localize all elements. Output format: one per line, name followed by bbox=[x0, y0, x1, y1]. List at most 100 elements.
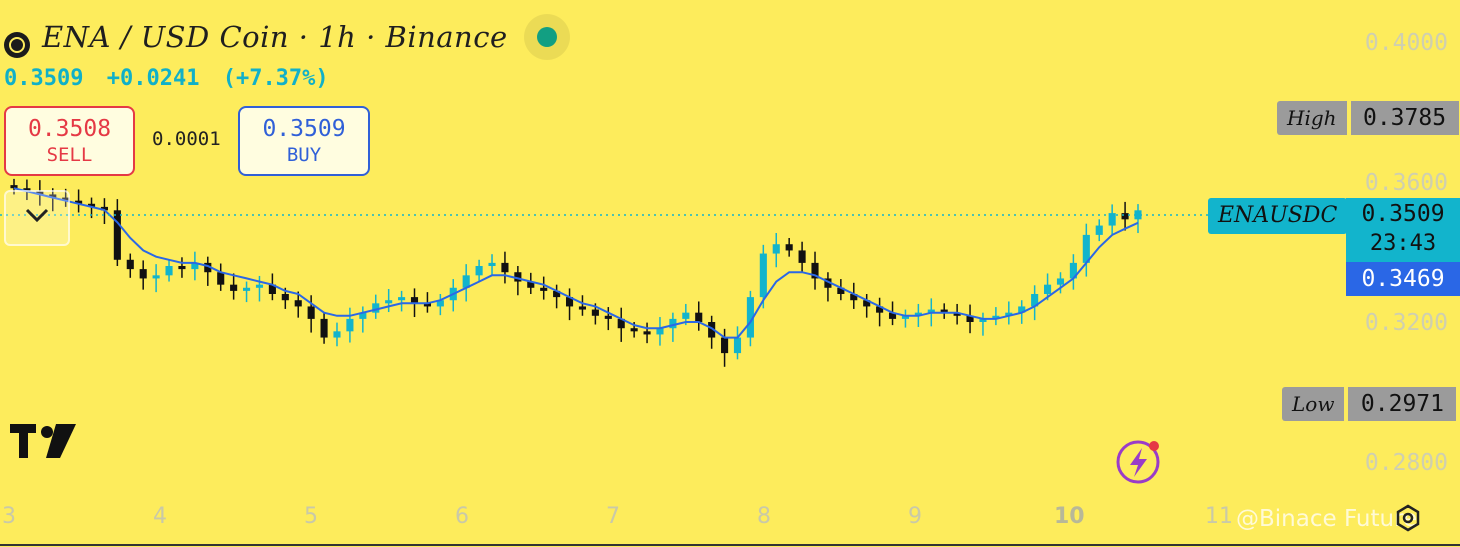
candle bbox=[824, 272, 832, 302]
candle-body bbox=[178, 266, 186, 270]
candle bbox=[992, 307, 1000, 326]
candle-body bbox=[682, 312, 690, 319]
low-value: 0.2971 bbox=[1348, 387, 1457, 421]
candle bbox=[126, 253, 134, 278]
candle-body bbox=[914, 312, 922, 316]
candle bbox=[940, 303, 948, 319]
candle bbox=[514, 266, 522, 296]
candle bbox=[565, 288, 574, 321]
candle-countdown: 23:43 bbox=[1369, 231, 1437, 256]
candle bbox=[1121, 201, 1129, 231]
candle bbox=[23, 179, 31, 201]
candle-body bbox=[333, 331, 341, 338]
candle bbox=[385, 289, 393, 313]
candle-body bbox=[242, 287, 251, 291]
candle-body bbox=[527, 281, 535, 288]
candle-body bbox=[953, 312, 961, 316]
candle-body bbox=[940, 309, 948, 313]
candle-body bbox=[837, 287, 845, 294]
candle bbox=[617, 307, 625, 342]
candle-body bbox=[165, 266, 173, 276]
candle bbox=[850, 282, 858, 309]
candle bbox=[139, 260, 147, 290]
candle bbox=[1134, 204, 1142, 234]
last-price-value: 0.3509 bbox=[1361, 201, 1445, 227]
y-tick-label: 0.2800 bbox=[1364, 450, 1448, 476]
candle bbox=[49, 188, 57, 212]
candle-body bbox=[927, 309, 935, 313]
candle-body bbox=[772, 244, 780, 254]
candle bbox=[772, 233, 780, 268]
collapse-button[interactable] bbox=[4, 190, 70, 246]
candle bbox=[242, 281, 251, 303]
candle-body bbox=[488, 262, 496, 266]
last-price: 0.3509 bbox=[4, 66, 84, 91]
candle bbox=[204, 256, 212, 286]
high-label: High bbox=[1277, 101, 1347, 135]
candle-body bbox=[798, 250, 806, 263]
candle bbox=[1108, 204, 1116, 235]
candle bbox=[979, 312, 987, 336]
candle-body bbox=[372, 303, 380, 313]
candle-body bbox=[850, 294, 858, 301]
lightning-icon[interactable] bbox=[1116, 438, 1164, 486]
candle bbox=[462, 264, 470, 302]
candle bbox=[785, 238, 793, 257]
candle-body bbox=[540, 287, 548, 291]
candle bbox=[436, 294, 444, 316]
candle bbox=[320, 312, 328, 344]
candle bbox=[656, 317, 664, 346]
candle-body bbox=[669, 318, 677, 329]
candle bbox=[643, 322, 651, 344]
candle bbox=[798, 241, 806, 272]
candle-body bbox=[721, 337, 729, 354]
sell-label: SELL bbox=[46, 144, 93, 166]
candle-body bbox=[514, 272, 522, 282]
candle bbox=[695, 301, 703, 331]
candle-body bbox=[423, 303, 431, 307]
x-tick-label: 5 bbox=[304, 504, 318, 529]
ma-value-box: 0.3469 bbox=[1346, 262, 1460, 296]
high-value: 0.3785 bbox=[1350, 101, 1459, 135]
candle bbox=[178, 257, 186, 278]
candle bbox=[113, 199, 121, 266]
candle-body bbox=[733, 337, 742, 354]
candle bbox=[217, 263, 225, 291]
candle-body bbox=[578, 306, 587, 310]
candle-body bbox=[992, 315, 1000, 319]
moving-average-line bbox=[13, 187, 1139, 339]
candle-body bbox=[746, 297, 754, 338]
symbol-title[interactable]: ENA / USD Coin · 1h · Binance bbox=[42, 20, 508, 54]
market-status-indicator[interactable] bbox=[523, 14, 570, 60]
y-tick-label: 0.4000 bbox=[1364, 30, 1448, 56]
candle bbox=[398, 290, 406, 312]
buy-button[interactable]: 0.3509 BUY bbox=[238, 106, 370, 176]
candle-body bbox=[10, 185, 18, 189]
candle bbox=[746, 290, 754, 347]
candle-body bbox=[1031, 294, 1039, 307]
sell-button[interactable]: 0.3508 SELL bbox=[4, 106, 135, 176]
candle-body bbox=[656, 328, 664, 335]
candle bbox=[268, 273, 276, 301]
candle-body bbox=[630, 328, 638, 332]
candle-body bbox=[553, 290, 561, 298]
tradingview-logo-icon bbox=[10, 424, 76, 458]
candle-body bbox=[320, 318, 328, 338]
spread-value: 0.0001 bbox=[152, 128, 221, 150]
candle-body bbox=[230, 284, 238, 291]
candle-body bbox=[255, 284, 264, 288]
candle bbox=[540, 276, 548, 300]
candle bbox=[36, 180, 44, 206]
settings-gear-icon[interactable] bbox=[1394, 504, 1422, 532]
candle-body bbox=[1134, 210, 1142, 220]
candle-body bbox=[23, 188, 31, 192]
candle-body bbox=[785, 244, 793, 251]
price-change-percent: (+7.37%) bbox=[222, 66, 329, 91]
candle bbox=[953, 303, 961, 325]
candle-body bbox=[501, 262, 509, 273]
candle bbox=[165, 259, 173, 282]
candle-body bbox=[346, 318, 354, 332]
chart-header: ENA / USD Coin · 1h · Binance bbox=[4, 14, 570, 60]
candle-body bbox=[139, 269, 147, 279]
